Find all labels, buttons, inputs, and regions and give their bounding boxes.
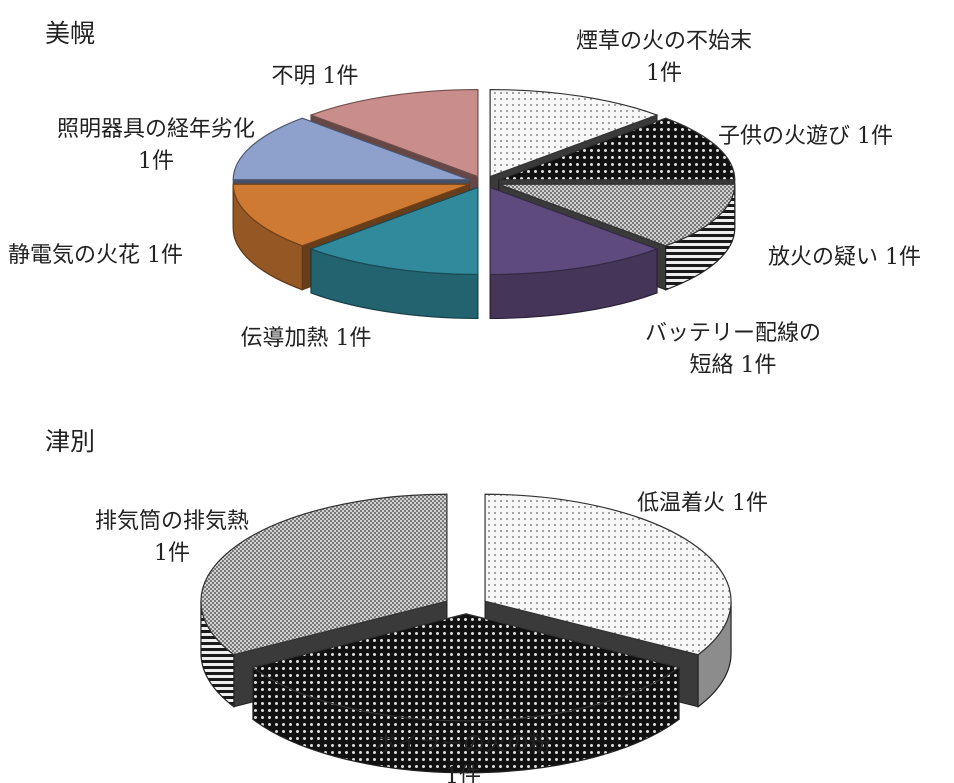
slice-label-放火の疑い: 放火の疑い 1件 (768, 245, 921, 270)
slice-label-line: 1件 (646, 61, 682, 86)
slice-label-line: 1件 (138, 149, 174, 174)
slice-label-line: 短絡 1件 (690, 353, 777, 378)
slice-照明器具の経年劣化 (232, 117, 470, 181)
slice-label-ボイラーの火の粉: ボイラーの火の粉 1件 (375, 732, 551, 783)
slice-label-低温着火: 低温着火 1件 (637, 491, 768, 516)
chart-title-bihoro: 美幌 (45, 19, 96, 48)
slice-label-不明: 不明 1件 (272, 64, 359, 89)
slice-label-line: 放火の疑い 1件 (768, 245, 921, 270)
slice-label-line: 不明 1件 (272, 64, 359, 89)
slice-label-line: 静電気の火花 1件 (8, 243, 183, 268)
slice-ボイラーの火の粉 (251, 613, 681, 722)
slice-排気筒の排気熱 (200, 493, 448, 656)
slice-label-バッテリー配線の短絡: バッテリー配線の短絡 1件 (645, 321, 821, 378)
slice-label-line: 排気筒の排気熱 (95, 509, 249, 534)
slice-label-照明器具の経年劣化: 照明器具の経年劣化 1件 (57, 117, 255, 174)
slice-label-静電気の火花: 静電気の火花 1件 (8, 243, 183, 268)
slice-放火の疑い (498, 183, 736, 247)
chart-title-tsubetsu: 津別 (45, 427, 96, 456)
slice-伝導加熱 (309, 186, 479, 276)
slice-静電気の火花 (232, 183, 470, 247)
slice-子供の火遊び (498, 117, 736, 181)
slice-label-line: ボイラーの火の粉 (375, 732, 551, 757)
slice-不明 (309, 88, 479, 178)
slice-label-排気筒の排気熱: 排気筒の排気熱 1件 (95, 509, 249, 566)
slice-label-line: 1件 (445, 764, 481, 783)
slice-煙草の火の不始末 (489, 88, 659, 178)
slice-label-line: 子供の火遊び 1件 (718, 124, 893, 149)
slice-label-line: 伝導加熱 1件 (241, 326, 372, 351)
slice-label-line: 照明器具の経年劣化 (57, 117, 255, 142)
slice-label-line: バッテリー配線の (645, 321, 821, 346)
slice-低温着火 (484, 493, 732, 656)
slice-バッテリー配線の短絡 (489, 186, 659, 276)
slice-label-line: 1件 (154, 541, 190, 566)
slice-label-line: 低温着火 1件 (637, 491, 768, 516)
slice-label-煙草の火の不始末: 煙草の火の不始末 1件 (576, 29, 752, 86)
slice-label-子供の火遊び: 子供の火遊び 1件 (718, 124, 893, 149)
slice-label-line: 煙草の火の不始末 (576, 29, 752, 54)
slice-label-伝導加熱: 伝導加熱 1件 (241, 326, 372, 351)
